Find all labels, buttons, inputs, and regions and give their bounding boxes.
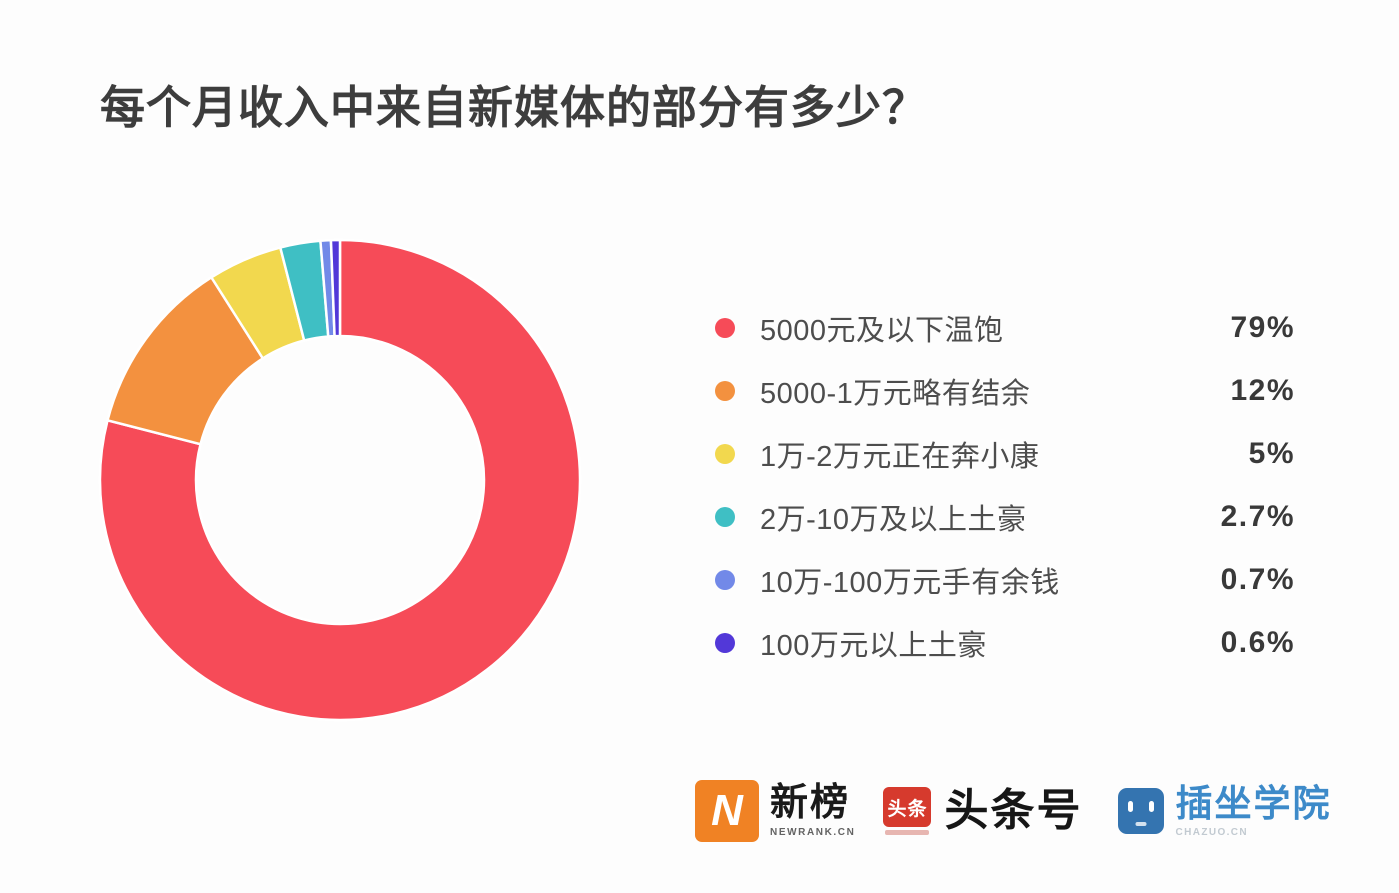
legend-color-dot <box>715 632 735 653</box>
chart-title: 每个月收入中来自新媒体的部分有多少？ <box>100 82 929 133</box>
chart-legend: 5000元及以下温饱 79% 5000-1万元略有结余 12% 1万-2万元正在奔小康 5… <box>703 296 1295 674</box>
chazuo-brand-subtext: CHAZUO.CN <box>1175 826 1249 838</box>
legend-color-dot <box>715 380 735 401</box>
legend-label: 2万-10万及以上土豪 <box>760 503 1027 536</box>
legend-value: 2.7% <box>1220 499 1295 533</box>
newrank-brand-name: 新榜 <box>770 782 851 824</box>
legend-item-2: 1万-2万元正在奔小康 5% <box>703 422 1295 485</box>
legend-item-0: 5000元及以下温饱 79% <box>703 296 1295 359</box>
legend-label: 5000-1万元略有结余 <box>760 377 1031 410</box>
legend-item-3: 2万-10万及以上土豪 2.7% <box>703 485 1295 548</box>
legend-value: 79% <box>1230 310 1295 344</box>
chazuo-brand-name: 插坐学院 <box>1175 782 1332 824</box>
donut-chart <box>98 238 582 722</box>
legend-item-1: 5000-1万元略有结余 12% <box>703 359 1295 422</box>
toutiao-logo-subtext-bar <box>885 830 930 835</box>
legend-value: 12% <box>1230 373 1295 407</box>
legend-color-dot <box>715 443 735 464</box>
donut-slice-5 <box>329 238 342 338</box>
legend-label: 100万元以上土豪 <box>760 629 987 662</box>
newrank-logo-letter: N <box>711 786 743 835</box>
chazuo-logo-eye-left <box>1128 801 1134 812</box>
legend-color-dot <box>715 569 735 590</box>
chazuo-logo-mouth <box>1135 822 1147 826</box>
legend-label: 10万-100万元手有余钱 <box>760 566 1060 599</box>
donut-slice-0 <box>98 238 582 722</box>
legend-value: 5% <box>1248 436 1295 470</box>
newrank-brand: N 新榜 NEWRANK.CN <box>695 780 855 842</box>
legend-label: 5000元及以下温饱 <box>760 314 1004 347</box>
toutiao-badge-text: 头条 <box>887 798 928 820</box>
legend-value: 0.6% <box>1220 625 1295 659</box>
chazuo-logo-eye-right <box>1149 801 1155 812</box>
legend-item-4: 10万-100万元手有余钱 0.7% <box>703 548 1295 611</box>
newrank-logo-icon: N <box>695 780 759 842</box>
legend-color-dot <box>715 506 735 527</box>
chazuo-logo-icon <box>1118 788 1165 834</box>
brand-footer: N 新榜 NEWRANK.CN 头条 头条号 插坐学院 CHAZUO.CN <box>695 780 1331 842</box>
legend-label: 1万-2万元正在奔小康 <box>760 440 1040 473</box>
toutiao-logo-icon: 头条 <box>883 787 932 827</box>
legend-color-dot <box>715 317 735 338</box>
legend-value: 0.7% <box>1220 562 1295 596</box>
toutiao-brand: 头条 头条号 <box>883 787 1082 835</box>
legend-item-5: 100万元以上土豪 0.6% <box>703 611 1295 674</box>
toutiao-brand-name: 头条号 <box>944 786 1083 835</box>
chazuo-brand: 插坐学院 CHAZUO.CN <box>1118 785 1331 838</box>
newrank-brand-subtext: NEWRANK.CN <box>770 827 856 838</box>
